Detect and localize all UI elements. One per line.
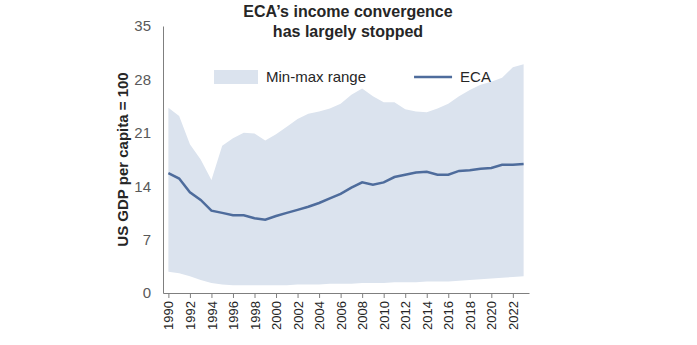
series-line: [168, 164, 523, 220]
y-tick: 0: [143, 284, 163, 301]
x-tick-label: 1994: [204, 301, 219, 330]
y-tick-label: 28: [134, 71, 151, 88]
x-axis: 1990 1992 1994 1996 1998 2000 2002 2004 2006 2008…: [161, 293, 529, 330]
legend-label: ECA: [460, 68, 491, 85]
x-tick: 2002: [291, 293, 306, 330]
x-tick-label: 2020: [484, 301, 499, 330]
x-tick-mark: [341, 293, 342, 298]
x-tick: 1994: [204, 293, 219, 330]
y-tick: 35: [134, 17, 163, 34]
x-tick-mark: [491, 293, 492, 298]
x-tick-mark: [405, 293, 406, 298]
x-tick: 1990: [161, 293, 176, 330]
x-axis-line: [164, 293, 530, 294]
x-tick: 2004: [312, 293, 327, 330]
y-tick: 28: [134, 71, 163, 88]
x-tick-mark: [255, 293, 256, 298]
x-tick-label: 1998: [248, 301, 263, 330]
x-tick-mark: [470, 293, 471, 298]
y-tick-label: 21: [134, 124, 151, 141]
y-tick-label: 14: [134, 178, 151, 195]
title: has largely stopped: [273, 23, 423, 40]
x-tick-label: 2004: [312, 301, 327, 330]
x-tick-mark: [298, 293, 299, 298]
x-tick-mark: [513, 293, 514, 298]
x-tick-label: 2002: [291, 301, 306, 330]
y-tick-label: 7: [143, 231, 151, 248]
y-tick: 14: [134, 178, 163, 195]
x-tick-label: 2000: [269, 301, 284, 330]
legend: Min-max range ECA: [214, 68, 491, 85]
x-tick: 2022: [506, 293, 521, 330]
x-tick: 2018: [463, 293, 478, 330]
y-axis-title: US GDP per capita = 100: [114, 72, 131, 246]
legend-item: Min-max range: [214, 68, 366, 85]
x-tick-mark: [211, 293, 212, 298]
legend-swatch: [414, 76, 452, 79]
y-tick-label: 0: [143, 284, 151, 301]
x-tick: 2014: [420, 293, 435, 330]
x-tick-label: 2022: [506, 301, 521, 330]
x-tick: 1996: [226, 293, 241, 330]
x-tick-mark: [276, 293, 277, 298]
legend-item: ECA: [414, 68, 491, 85]
x-tick: 2006: [334, 293, 349, 330]
x-tick-label: 2010: [377, 301, 392, 330]
x-tick-mark: [384, 293, 385, 298]
x-tick-mark: [190, 293, 191, 298]
x-tick-mark: [427, 293, 428, 298]
x-tick-label: 2012: [398, 301, 413, 330]
y-axis-line: [163, 27, 164, 294]
y-tick: 21: [134, 124, 163, 141]
x-tick: 2020: [484, 293, 499, 330]
x-tick-mark: [362, 293, 363, 298]
legend-swatch: [214, 70, 258, 84]
x-tick-label: 2014: [420, 301, 435, 330]
x-tick: 2012: [398, 293, 413, 330]
plot-area: [168, 64, 523, 285]
legend-label: Min-max range: [266, 68, 366, 85]
x-tick: 2008: [355, 293, 370, 330]
x-tick: 1992: [183, 293, 198, 330]
x-tick-label: 1990: [161, 301, 176, 330]
x-tick-mark: [168, 293, 169, 298]
x-tick: 2010: [377, 293, 392, 330]
x-tick-mark: [319, 293, 320, 298]
y-tick-label: 35: [134, 17, 151, 34]
x-tick-label: 2008: [355, 301, 370, 330]
x-tick: 1998: [248, 293, 263, 330]
range-area: [168, 64, 523, 285]
x-tick-mark: [448, 293, 449, 298]
x-tick-label: 2018: [463, 301, 478, 330]
x-tick-mark: [233, 293, 234, 298]
x-tick-label: 2006: [334, 301, 349, 330]
title: ECA’s income convergence: [243, 3, 452, 20]
x-tick-label: 2016: [441, 301, 456, 330]
y-axis: 0 7 14 21 28 35: [134, 17, 163, 301]
x-tick-label: 1996: [226, 301, 241, 330]
y-tick: 7: [143, 231, 163, 248]
x-tick: 2016: [441, 293, 456, 330]
x-tick: 2000: [269, 293, 284, 330]
chart: ECA’s income convergence has largely stop…: [0, 0, 697, 345]
x-tick-label: 1992: [183, 301, 198, 330]
